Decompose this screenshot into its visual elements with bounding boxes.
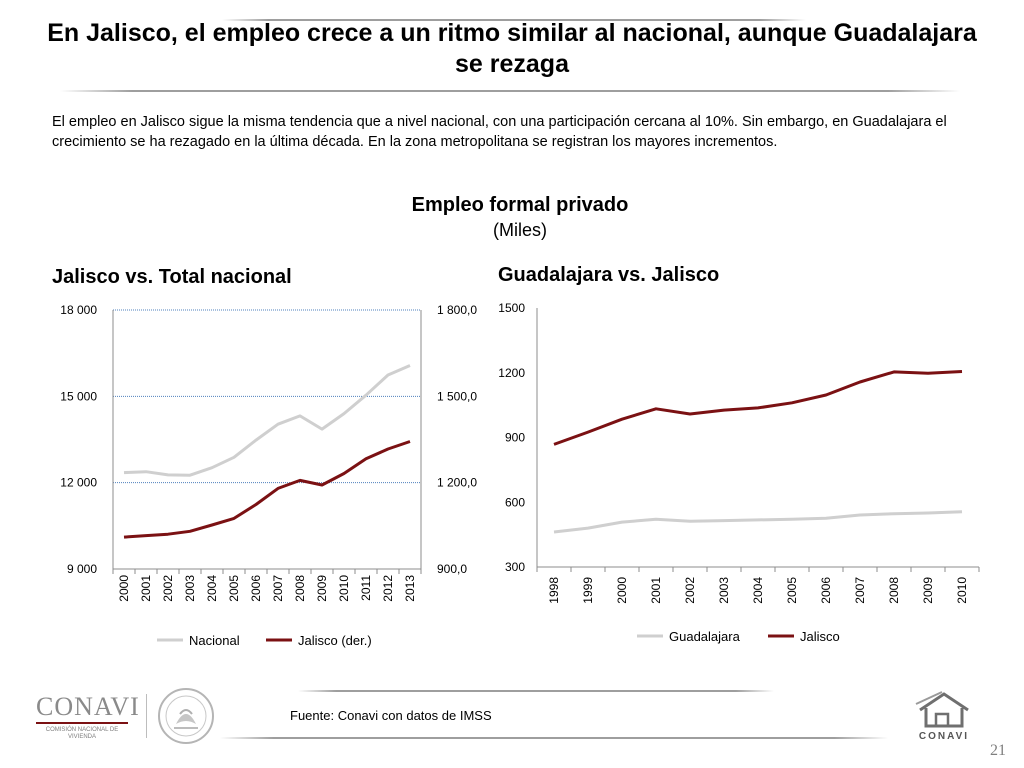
left-chart-x-tick: 2004	[205, 575, 219, 602]
right-chart-x-tick: 2001	[649, 577, 663, 604]
left-legend-label: Jalisco (der.)	[298, 633, 372, 648]
right-chart-x-tick: 1999	[581, 577, 595, 604]
left-chart-x-tick: 2001	[139, 575, 153, 602]
right-chart-x-tick: 2006	[819, 577, 833, 604]
right-chart-x-tick: 1998	[547, 577, 561, 604]
series-line-jalisco	[553, 370, 963, 446]
series-line-jalisco-der	[123, 440, 411, 539]
right-chart-y-tick: 1200	[498, 366, 525, 380]
left-chart-x-tick: 2012	[381, 575, 395, 602]
right-chart-x-tick: 2004	[751, 577, 765, 604]
left-chart-x-tick: 2009	[315, 575, 329, 602]
chart-unit: (Miles)	[493, 220, 547, 240]
conavi-logo-divider	[36, 722, 128, 724]
slide-title: En Jalisco, el empleo crece a un ritmo s…	[47, 19, 977, 78]
left-chart-x-tick: 2013	[403, 575, 417, 602]
series-line-nacional	[123, 364, 411, 477]
right-chart-x-tick: 2007	[853, 577, 867, 604]
left-chart-y-tick: 15 000	[60, 389, 97, 403]
left-chart-y-tick: 12 000	[60, 476, 97, 490]
conavi-logo: CONAVI COMISIÓN NACIONAL DE VIVIENDA	[36, 692, 140, 744]
right-chart-x-tick: 2000	[615, 577, 629, 604]
right-chart-x-tick: 2008	[887, 577, 901, 604]
conavi-logo-right-text: CONAVI	[918, 731, 970, 742]
left-chart-y-tick: 18 000	[60, 303, 97, 317]
right-chart-y-tick: 1500	[498, 301, 525, 315]
left-chart-x-tick: 2008	[293, 575, 307, 602]
right-chart-x-tick: 2003	[717, 577, 731, 604]
right-chart-y-tick: 600	[505, 495, 525, 509]
right-chart-x-tick: 2009	[921, 577, 935, 604]
right-legend-label: Jalisco	[800, 629, 840, 644]
left-chart-x-tick: 2005	[227, 575, 241, 602]
left-chart-x-tick: 2000	[117, 575, 131, 602]
left-legend-label: Nacional	[189, 633, 240, 648]
right-chart-x-tick: 2002	[683, 577, 697, 604]
right-legend-label: Guadalajara	[669, 629, 741, 644]
chart-heading: Empleo formal privado	[411, 194, 629, 216]
conavi-house-icon	[915, 691, 969, 728]
left-chart-x-tick: 2003	[183, 575, 197, 602]
left-chart-title: Jalisco vs. Total nacional	[52, 266, 292, 288]
conavi-logo-subtitle: COMISIÓN NACIONAL DE VIVIENDA	[45, 727, 119, 740]
intro-paragraph: El empleo en Jalisco sigue la misma tend…	[52, 114, 947, 150]
logo-separator	[146, 694, 147, 738]
left-chart-x-tick: 2002	[161, 575, 175, 602]
source-note: Fuente: Conavi con datos de IMSS	[290, 708, 492, 723]
title-top-rule	[222, 19, 806, 21]
left-chart-y2-tick: 1 500,0	[437, 389, 477, 403]
footer-top-rule	[298, 690, 774, 692]
right-chart-x-tick: 2010	[955, 577, 969, 604]
left-chart-y-tick: 9 000	[67, 562, 97, 576]
left-chart-x-tick: 2007	[271, 575, 285, 602]
left-chart-y2-tick: 1 800,0	[437, 303, 477, 317]
right-chart-x-tick: 2005	[785, 577, 799, 604]
title-bottom-rule	[60, 90, 960, 92]
footer-bottom-rule	[220, 737, 888, 739]
left-chart-y2-tick: 1 200,0	[437, 476, 477, 490]
left-chart-x-tick: 2010	[337, 575, 351, 602]
right-chart-title: Guadalajara vs. Jalisco	[498, 264, 720, 286]
right-chart-y-tick: 900	[505, 431, 525, 445]
right-chart-y-tick: 300	[505, 560, 525, 574]
conavi-logo-wordmark: CONAVI	[36, 692, 140, 721]
left-chart-x-tick: 2011	[359, 575, 373, 601]
left-chart-y2-tick: 900,0	[437, 562, 467, 576]
left-chart-x-tick: 2006	[249, 575, 263, 602]
government-seal-icon	[158, 688, 214, 744]
series-line-guadalajara	[553, 510, 963, 534]
page-number: 21	[990, 742, 1006, 759]
